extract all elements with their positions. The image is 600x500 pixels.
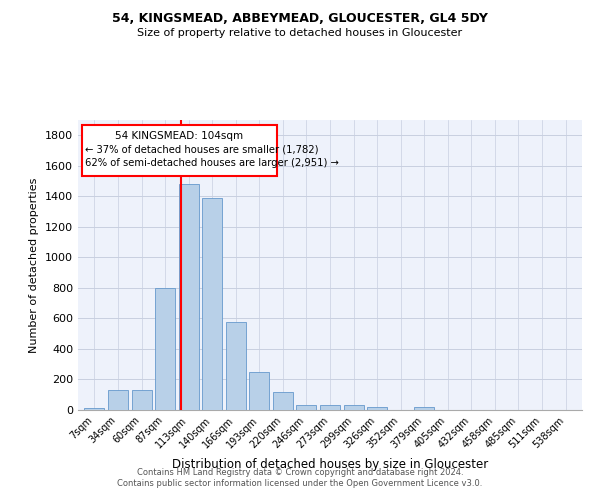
Bar xyxy=(273,392,293,410)
Bar xyxy=(202,198,222,410)
Text: ← 37% of detached houses are smaller (1,782): ← 37% of detached houses are smaller (1,… xyxy=(85,144,319,154)
Bar xyxy=(155,288,175,410)
Bar xyxy=(367,408,387,410)
Text: 62% of semi-detached houses are larger (2,951) →: 62% of semi-detached houses are larger (… xyxy=(85,158,339,168)
Bar xyxy=(179,184,199,410)
Bar xyxy=(85,408,104,410)
Bar xyxy=(226,322,246,410)
Bar xyxy=(320,406,340,410)
Bar xyxy=(344,406,364,410)
X-axis label: Distribution of detached houses by size in Gloucester: Distribution of detached houses by size … xyxy=(172,458,488,471)
Text: 54, KINGSMEAD, ABBEYMEAD, GLOUCESTER, GL4 5DY: 54, KINGSMEAD, ABBEYMEAD, GLOUCESTER, GL… xyxy=(112,12,488,26)
Bar xyxy=(108,390,128,410)
Text: Contains HM Land Registry data © Crown copyright and database right 2024.
Contai: Contains HM Land Registry data © Crown c… xyxy=(118,468,482,487)
Bar xyxy=(82,124,277,176)
Bar xyxy=(414,407,434,410)
Bar xyxy=(250,372,269,410)
Y-axis label: Number of detached properties: Number of detached properties xyxy=(29,178,40,352)
Text: Size of property relative to detached houses in Gloucester: Size of property relative to detached ho… xyxy=(137,28,463,38)
Text: 54 KINGSMEAD: 104sqm: 54 KINGSMEAD: 104sqm xyxy=(115,130,244,140)
Bar xyxy=(131,390,152,410)
Bar xyxy=(296,404,316,410)
